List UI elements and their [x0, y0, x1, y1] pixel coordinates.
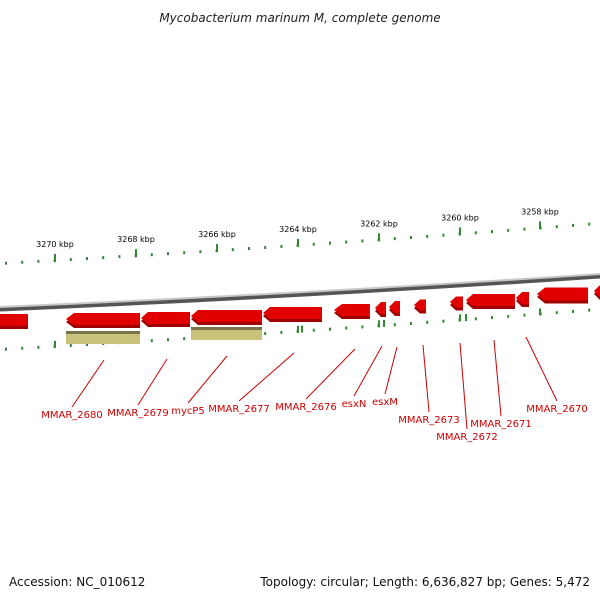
scale-tick-label: 3260 kbp: [441, 213, 479, 222]
feature-bar-edge: [66, 331, 140, 334]
scale-tick-label: 3270 kbp: [36, 240, 74, 249]
scale-tick-label: 3266 kbp: [198, 230, 236, 239]
gene-label[interactable]: esxM: [372, 397, 398, 408]
scale-tick-label: 3268 kbp: [117, 235, 155, 244]
gene-features: [0, 285, 600, 344]
gene-arrow: [375, 302, 386, 314]
gene-arrow: [450, 296, 463, 308]
gene-labels: MMAR_2680 MMAR_2679 mycP5 MMAR_2677 MMAR_267…: [41, 397, 588, 443]
gene-arrow: [0, 314, 28, 326]
leader-line: [305, 348, 356, 400]
accession-text: Accession: NC_010612: [9, 575, 145, 589]
leader-line: [187, 355, 228, 404]
gene-label[interactable]: MMAR_2673: [398, 415, 460, 426]
gene-arrow: [466, 294, 515, 306]
leader-line: [384, 346, 398, 395]
feature-bar: [66, 334, 140, 344]
scale-tick-label: 3264 kbp: [279, 225, 317, 234]
gene-label[interactable]: MMAR_2670: [526, 404, 588, 415]
leader-line: [137, 358, 168, 406]
leader-line: [238, 352, 295, 402]
genome-backbone: [0, 273, 600, 312]
leader-line: [422, 344, 430, 413]
gene-label[interactable]: mycP5: [171, 406, 205, 417]
feature-bar: [191, 330, 262, 340]
leader-line: [353, 345, 383, 397]
gene-arrow: [334, 304, 370, 316]
gene-arrow: [516, 292, 529, 304]
gene-label[interactable]: MMAR_2672: [436, 432, 498, 443]
gene-label[interactable]: MMAR_2680: [41, 410, 103, 421]
feature-bar-edge: [191, 327, 262, 330]
map-title: Mycobacterium marinum M, complete genome: [159, 11, 440, 25]
gene-label[interactable]: MMAR_2676: [275, 402, 337, 413]
leader-line: [525, 336, 558, 402]
scale-tick-labels: 3270 kbp 3268 kbp 3266 kbp 3264 kbp 3262 kbp…: [36, 207, 559, 248]
backbone-highlight: [0, 273, 600, 308]
scale-tick-label: 3258 kbp: [521, 207, 559, 216]
gene-arrow: [414, 299, 426, 311]
gene-arrow: [537, 287, 588, 301]
backbone-shadow: [0, 273, 600, 312]
scale-tick-label: 3262 kbp: [360, 219, 398, 228]
leader-line: [459, 342, 468, 430]
gene-label[interactable]: MMAR_2677: [208, 404, 270, 415]
gene-label[interactable]: MMAR_2671: [470, 419, 532, 430]
gene-arrow: [66, 313, 140, 325]
leader-line: [71, 359, 105, 408]
label-leader-lines: [71, 336, 558, 430]
gene-arrow: [191, 310, 262, 322]
genome-summary-text: Topology: circular; Length: 6,636,827 bp…: [259, 575, 590, 589]
gene-arrow: [141, 312, 190, 324]
gene-label[interactable]: MMAR_2679: [107, 408, 169, 419]
gene-label[interactable]: esxN: [342, 399, 367, 410]
gene-arrow: [389, 301, 400, 313]
gene-arrow: [594, 285, 600, 297]
outer-scale-ticks: [5, 221, 591, 265]
leader-line: [493, 339, 502, 417]
gene-arrow: [263, 307, 322, 319]
